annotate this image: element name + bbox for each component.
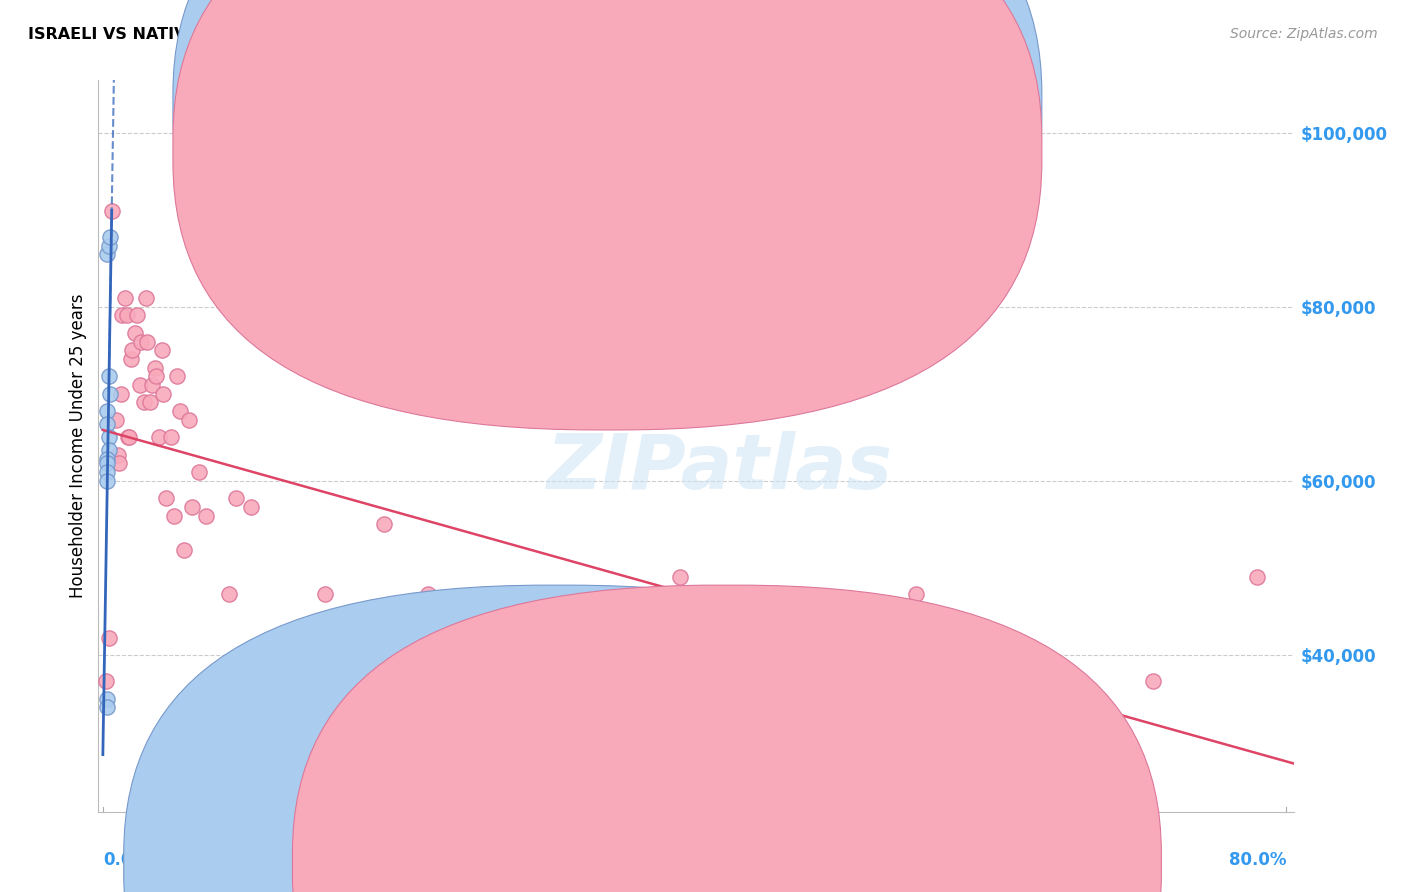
Point (418, 587, 440, 601)
Point (118, 430, 141, 444)
Point (1142, 674, 1164, 689)
Point (97, 238, 120, 252)
Point (202, 665, 225, 680)
Point (239, 500, 262, 514)
Point (97, 430, 120, 444)
Point (98, 230, 121, 244)
Text: Native Hawaiians: Native Hawaiians (745, 857, 877, 871)
Point (114, 291, 136, 305)
Point (94, 674, 117, 689)
Point (163, 508, 186, 523)
Point (131, 334, 153, 349)
Point (111, 309, 134, 323)
Text: Israelis: Israelis (576, 857, 631, 871)
Text: ZIPatlas: ZIPatlas (547, 431, 893, 505)
Point (98, 386, 121, 401)
Point (668, 569, 690, 583)
Text: ISRAELI VS NATIVE HAWAIIAN HOUSEHOLDER INCOME UNDER 25 YEARS CORRELATION CHART: ISRAELI VS NATIVE HAWAIIAN HOUSEHOLDER I… (28, 27, 873, 42)
Text: 0.0%: 0.0% (103, 851, 149, 869)
Point (96, 404, 118, 418)
Point (108, 457, 131, 471)
Point (100, 203, 122, 218)
Text: 80.0%: 80.0% (1229, 851, 1286, 869)
Point (166, 369, 188, 384)
Point (180, 500, 202, 514)
Point (97, 369, 120, 384)
Point (388, 682, 411, 697)
Point (145, 369, 167, 384)
Point (97, 631, 120, 645)
Point (96, 457, 118, 471)
Point (96, 465, 118, 479)
Point (139, 395, 162, 409)
Point (96, 691, 118, 706)
Point (155, 491, 177, 506)
Point (96, 452, 118, 467)
Y-axis label: Householder Income Under 25 years: Householder Income Under 25 years (69, 293, 87, 599)
Point (121, 343, 143, 358)
Point (697, 682, 720, 697)
Point (134, 395, 156, 409)
Point (461, 596, 484, 610)
Point (1024, 674, 1046, 689)
Point (135, 291, 157, 305)
Point (96, 700, 118, 714)
Point (188, 465, 211, 479)
Text: Source: ZipAtlas.com: Source: ZipAtlas.com (1230, 27, 1378, 41)
Point (125, 309, 148, 323)
Point (107, 448, 129, 462)
Text: R = -0.034   N = 57: R = -0.034 N = 57 (628, 143, 811, 157)
Point (150, 343, 173, 358)
Point (152, 386, 174, 401)
Point (905, 587, 928, 601)
Point (520, 587, 543, 601)
Point (96, 247, 118, 261)
Point (160, 430, 183, 444)
Point (1246, 569, 1268, 583)
Point (225, 491, 247, 506)
Point (195, 508, 218, 523)
Point (148, 430, 170, 444)
Point (96, 417, 118, 432)
Point (169, 404, 191, 418)
Point (96, 474, 118, 488)
Point (124, 326, 146, 340)
Point (314, 587, 336, 601)
Point (218, 587, 240, 601)
Point (120, 351, 142, 366)
Point (105, 413, 128, 427)
Point (97, 443, 120, 458)
Point (254, 682, 277, 697)
Point (177, 413, 200, 427)
Text: R =  0.423   N = 15: R = 0.423 N = 15 (628, 98, 811, 112)
Point (128, 378, 150, 392)
Point (117, 430, 139, 444)
Point (143, 360, 166, 375)
Point (173, 543, 195, 558)
Point (136, 334, 159, 349)
Point (565, 665, 588, 680)
Point (141, 378, 163, 392)
Point (110, 386, 132, 401)
Point (115, 309, 138, 323)
Point (373, 517, 395, 532)
Point (209, 674, 232, 689)
